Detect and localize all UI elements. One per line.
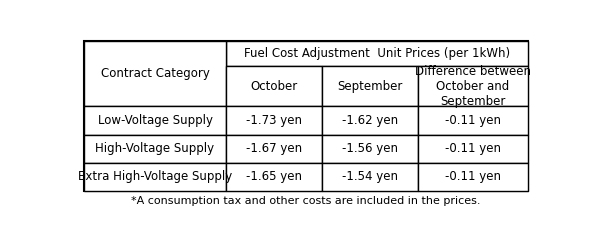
Text: September: September (337, 80, 402, 93)
Text: -1.56 yen: -1.56 yen (341, 142, 398, 155)
Text: Extra High-Voltage Supply: Extra High-Voltage Supply (78, 170, 232, 183)
Bar (84, 163, 226, 191)
Text: -1.67 yen: -1.67 yen (246, 142, 302, 155)
Text: Contract Category: Contract Category (101, 67, 210, 80)
Text: -0.11 yen: -0.11 yen (445, 170, 501, 183)
Text: -1.65 yen: -1.65 yen (246, 170, 302, 183)
Bar (226, 67, 322, 106)
Text: Difference between
October and
September: Difference between October and September (415, 65, 531, 108)
Text: -1.73 yen: -1.73 yen (246, 114, 302, 127)
Bar (418, 135, 528, 163)
Text: Low-Voltage Supply: Low-Voltage Supply (97, 114, 213, 127)
Bar (226, 106, 322, 135)
Bar (322, 135, 418, 163)
Text: -1.54 yen: -1.54 yen (341, 170, 398, 183)
Bar (418, 163, 528, 191)
Bar (418, 67, 528, 106)
Text: October: October (250, 80, 298, 93)
Bar (226, 163, 322, 191)
Bar (84, 106, 226, 135)
Bar (322, 106, 418, 135)
Bar (322, 67, 418, 106)
Bar (84, 41, 226, 106)
Bar (84, 41, 528, 191)
Bar (226, 41, 528, 67)
Bar (84, 135, 226, 163)
Bar (418, 106, 528, 135)
Bar (322, 163, 418, 191)
Text: *A consumption tax and other costs are included in the prices.: *A consumption tax and other costs are i… (131, 196, 481, 206)
Text: Fuel Cost Adjustment  Unit Prices (per 1kWh): Fuel Cost Adjustment Unit Prices (per 1k… (244, 47, 510, 60)
Text: -1.62 yen: -1.62 yen (341, 114, 398, 127)
Text: -0.11 yen: -0.11 yen (445, 142, 501, 155)
Text: -0.11 yen: -0.11 yen (445, 114, 501, 127)
Bar (226, 135, 322, 163)
Text: High-Voltage Supply: High-Voltage Supply (96, 142, 214, 155)
